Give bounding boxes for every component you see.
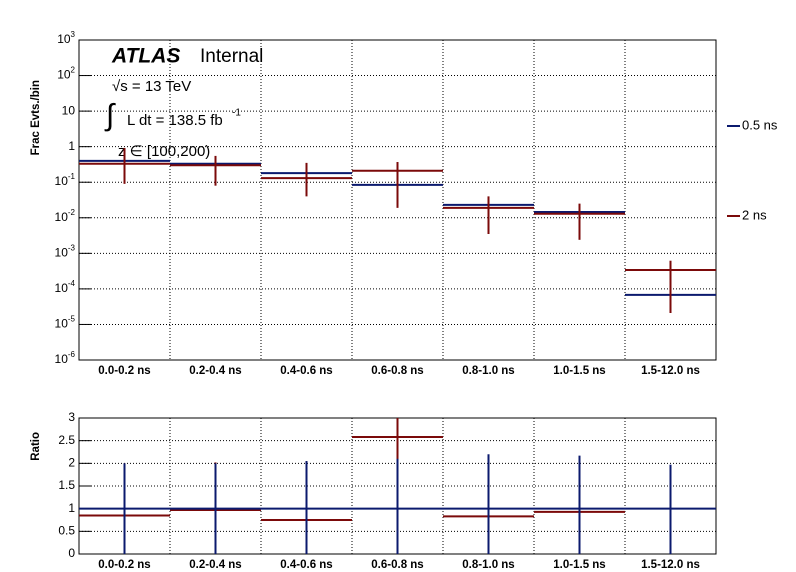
y-tick-exp: -3 xyxy=(68,243,76,252)
y-tick-base: 10 xyxy=(55,317,69,331)
y-tick-base: 10 xyxy=(55,210,69,224)
y-tick-base: 10 xyxy=(55,352,69,366)
y-tick-exp: 3 xyxy=(71,30,76,39)
x-tick-label: 1.5-12.0 ns xyxy=(641,365,700,377)
x-tick-label: 1.0-1.5 ns xyxy=(553,559,605,571)
y-tick-base: 10 xyxy=(55,174,69,188)
y-tick-base: 10 xyxy=(57,68,71,82)
x-tick-label: 0.2-0.4 ns xyxy=(189,365,241,377)
x-tick-label: 1.5-12.0 ns xyxy=(641,559,700,571)
x-tick-label: 0.8-1.0 ns xyxy=(462,365,514,377)
legend-label: 2 ns xyxy=(742,207,767,222)
annotation: ATLAS xyxy=(111,45,180,68)
y-tick-exp: 2 xyxy=(71,66,76,75)
y-tick-label: 10-6 xyxy=(55,350,76,366)
y-tick-base: 10 xyxy=(55,281,69,295)
y-tick-label: 10-2 xyxy=(55,208,76,224)
y-tick-label: 1 xyxy=(68,139,75,153)
y-tick-exp: -2 xyxy=(68,208,76,217)
y-tick-label: 2 xyxy=(68,456,75,470)
y-tick-label: 10-5 xyxy=(55,315,76,331)
plot-frame xyxy=(78,39,717,361)
annotation: Internal xyxy=(200,46,263,67)
y-tick-label: 0.5 xyxy=(58,524,75,538)
y-tick-exp: -4 xyxy=(68,279,76,288)
y-tick-label: 10-1 xyxy=(55,172,76,188)
annotation: L dt = 138.5 fb xyxy=(127,112,223,129)
y-axis-label: Ratio xyxy=(30,432,42,461)
x-tick-label: 0.4-0.6 ns xyxy=(280,559,332,571)
y-tick-label: 1.5 xyxy=(58,478,75,492)
y-tick-label: 0 xyxy=(68,546,75,560)
annotation: √s = 13 TeV xyxy=(112,78,191,95)
annotation: -1 xyxy=(232,108,241,119)
y-tick-exp: -1 xyxy=(68,172,76,181)
y-tick-label: 2.5 xyxy=(58,433,75,447)
annotation: ∫ xyxy=(104,99,116,132)
y-tick-label: 102 xyxy=(57,66,75,82)
y-tick-exp: -5 xyxy=(68,315,76,324)
y-tick-label: 1 xyxy=(68,501,75,515)
x-tick-label: 0.0-0.2 ns xyxy=(98,559,150,571)
y-axis-label: Frac Evts./bin xyxy=(30,80,42,155)
y-tick-label: 3 xyxy=(68,410,75,424)
x-tick-label: 0.4-0.6 ns xyxy=(280,365,332,377)
legend-label: 0.5 ns xyxy=(742,117,778,132)
y-tick-base: 10 xyxy=(57,32,71,46)
x-tick-label: 0.2-0.4 ns xyxy=(189,559,241,571)
y-tick-base: 10 xyxy=(55,246,69,260)
y-tick-exp: -6 xyxy=(68,350,76,359)
y-tick-label: 103 xyxy=(57,30,75,46)
x-tick-label: 0.6-0.8 ns xyxy=(371,365,423,377)
y-tick-label: 10-4 xyxy=(55,279,76,295)
y-tick-label: 10-3 xyxy=(55,243,76,259)
x-tick-label: 0.0-0.2 ns xyxy=(98,365,150,377)
x-tick-label: 0.6-0.8 ns xyxy=(371,559,423,571)
y-tick-label: 10 xyxy=(62,103,76,117)
annotation: z ∈ [100,200) xyxy=(118,143,210,160)
x-tick-label: 1.0-1.5 ns xyxy=(553,365,605,377)
x-tick-label: 0.8-1.0 ns xyxy=(462,559,514,571)
